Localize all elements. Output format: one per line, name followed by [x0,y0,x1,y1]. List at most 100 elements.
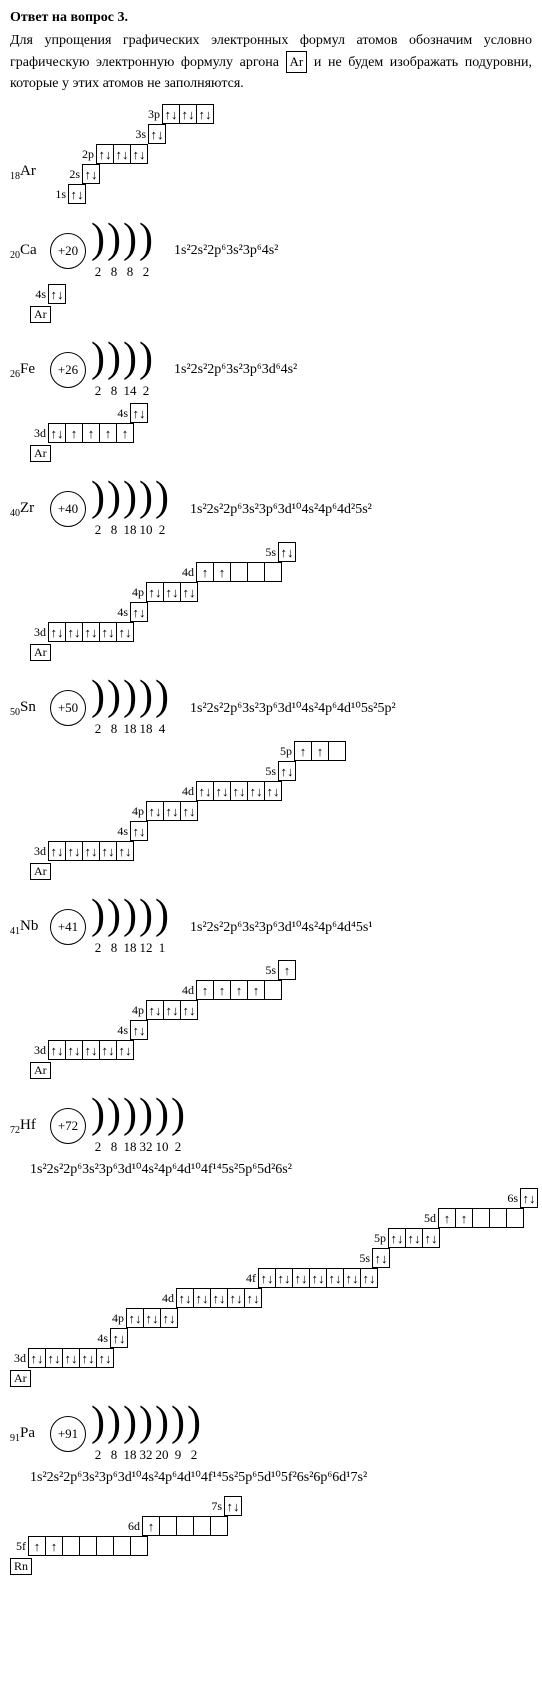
arc-icon: ) [91,480,105,514]
orbital-label: 5f [10,1539,26,1554]
orbital-label: 5s [260,545,276,560]
orbital-cell: ↑↓ [244,1288,262,1308]
orbital-cell: ↑↓ [343,1268,361,1288]
orbital-label: 3d [30,625,46,640]
orbital-cell: ↑↓ [520,1188,538,1208]
bohr-model-row: 72Hf+72)2)8)18)32)10)2 [10,1097,532,1155]
orbital-label: 4p [128,1003,144,1018]
orbital-cell: ↑↓ [116,841,134,861]
orbital-cell: ↑↓ [247,781,265,801]
orbital-boxes: ↑↓ [130,1020,148,1040]
shell-arc: )18 [123,898,137,956]
orbital-cell: ↑ [455,1208,473,1228]
arc-icon: ) [155,1097,169,1131]
orbital-label: 5s [260,963,276,978]
orbital-boxes: ↑↓ [278,761,296,781]
orbital-cell: ↑↓ [162,104,180,124]
orbital-cell: ↑↓ [99,622,117,642]
orbital-cell: ↑↓ [224,1496,242,1516]
shell-arc: )8 [107,679,121,737]
electron-config: 1s²2s²2p⁶3s²3p⁶3d⁶4s² [174,362,297,378]
shell-arcs: )2)8)18)10)2 [90,480,170,538]
orbital-boxes: ↑↑↑↑ [196,980,282,1000]
orbital-label: 5s [260,764,276,779]
shell-count: 10 [140,522,153,538]
orbital-boxes: ↑↓ [130,821,148,841]
orbital-row: 2p↑↓↑↓↑↓ [78,144,214,164]
ar-core-tag: Ar [30,1062,51,1079]
page-title: Ответ на вопрос 3. [10,10,532,26]
ar-core-tag: Ar [30,644,51,661]
ar-core-tag: Rn [10,1558,32,1575]
orbital-cell: ↑ [247,980,265,1000]
shell-count: 2 [95,940,102,956]
orbital-cell: ↑↓ [45,1348,63,1368]
orbital-cell: ↑↓ [275,1268,293,1288]
arc-icon: ) [123,1405,137,1439]
ar-box-inline: Ar [286,51,308,73]
orbital-cell [176,1516,194,1536]
orbital-cell [79,1536,97,1556]
element-symbol-block: 41Nb [10,918,50,937]
orbital-cell: ↑↓ [148,124,166,144]
element-block: 91Pa+91)2)8)18)32)20)9)21s²2s²2p⁶3s²3p⁶3… [10,1405,532,1575]
orbital-row: 4s↑↓ [30,284,532,304]
orbital-cell: ↑↓ [48,423,66,443]
orbital-row: 7s↑↓ [206,1496,532,1516]
element-symbol-block: 20Ca [10,242,50,261]
orbital-row: 5p↑↑ [276,741,532,761]
orbital-boxes: ↑↓ [278,542,296,562]
shell-count: 20 [156,1447,169,1463]
shell-count: 9 [175,1447,182,1463]
shell-arc: )18 [123,480,137,538]
orbital-cell: ↑↓ [130,1020,148,1040]
orbital-cell: ↑↓ [146,1000,164,1020]
orbital-cell: ↑ [230,980,248,1000]
arc-icon: ) [123,679,137,713]
orbital-row: 4p↑↓↑↓↑↓ [128,801,532,821]
shell-count: 18 [124,1447,137,1463]
orbital-boxes: ↑↑ [196,562,282,582]
arc-icon: ) [91,341,105,375]
orbital-boxes: ↑↓ [130,403,148,423]
shell-arc: )2 [171,1097,185,1155]
orbital-label: 5p [370,1231,386,1246]
orbital-cell: ↑↓ [278,761,296,781]
shell-arc: )1 [155,898,169,956]
orbital-boxes: ↑↓↑↑↑↑ [48,423,134,443]
orbital-label: 4s [112,406,128,421]
orbital-boxes: ↑↓↑↓↑↓ [162,104,214,124]
arc-icon: ) [91,898,105,932]
shell-count: 18 [124,721,137,737]
orbital-cell: ↑↓ [258,1268,276,1288]
shell-count: 18 [124,1139,137,1155]
shell-count: 4 [159,721,166,737]
shell-arc: )2 [139,341,153,399]
arc-icon: ) [91,679,105,713]
orbital-boxes: ↑↓↑↓↑↓↑↓↑↓ [176,1288,262,1308]
orbital-cell [264,980,282,1000]
orbital-cell: ↑↓ [82,164,100,184]
shell-arc: )8 [107,341,121,399]
electron-config: 1s²2s²2p⁶3s²3p⁶3d¹⁰4s²4p⁶4d¹⁰5s²5p² [190,700,396,717]
orbital-cell: ↑ [196,562,214,582]
shell-arc: )2 [91,480,105,538]
element-block: 40Zr+40)2)8)18)10)21s²2s²2p⁶3s²3p⁶3d¹⁰4s… [10,480,532,661]
orbital-boxes: ↑ [278,960,296,980]
orbital-row: 6s↑↓ [502,1188,532,1208]
orbital-label: 4s [30,287,46,302]
shell-arc: )2 [139,222,153,280]
shell-count: 2 [191,1447,198,1463]
arc-icon: ) [171,1097,185,1131]
orbital-boxes: ↑↓↑↓↑↓ [146,801,198,821]
orbital-boxes: ↑↓↑↓↑↓ [146,582,198,602]
orbital-cell: ↑ [196,980,214,1000]
shell-arc: )2 [187,1405,201,1463]
element-symbol-block: 40Zr [10,500,50,519]
shell-arc: )8 [107,1405,121,1463]
orbital-row: 4s↑↓ [112,602,532,622]
orbital-row: 4s↑↓ [112,821,532,841]
orbital-cell: ↑↓ [180,801,198,821]
orbital-diagram: 6s↑↓5d↑↑5p↑↓↑↓↑↓5s↑↓4f↑↓↑↓↑↓↑↓↑↓↑↓↑↓4d↑↓… [10,1188,532,1387]
orbital-label: 4s [92,1331,108,1346]
